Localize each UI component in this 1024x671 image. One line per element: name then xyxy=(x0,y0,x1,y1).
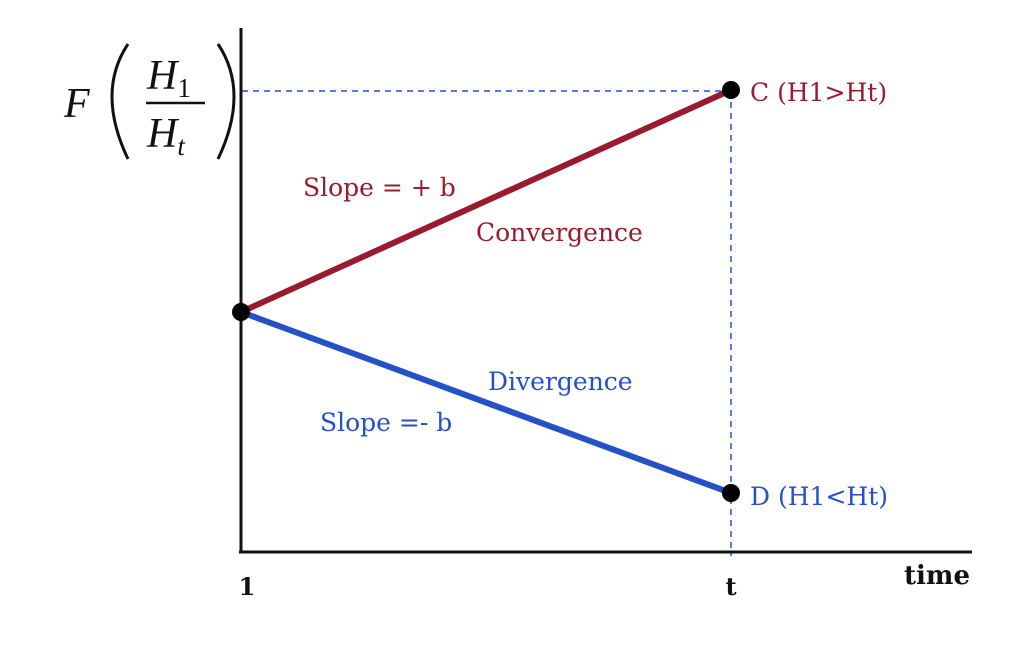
convergence-line xyxy=(239,87,733,315)
y-axis-label: F H1 Ht xyxy=(63,43,236,161)
x-axis-label: time xyxy=(904,561,970,591)
x-tick-1: 1 xyxy=(239,572,256,601)
divergence-line xyxy=(239,309,733,496)
y-label-numerator: H1 xyxy=(146,53,191,103)
point-d xyxy=(722,484,740,502)
y-label-denominator: Ht xyxy=(146,111,186,161)
y-label-function: F xyxy=(63,81,90,127)
convergence-name: Convergence xyxy=(476,218,643,247)
start-point xyxy=(232,303,250,321)
convergence-slope-label: Slope = + b xyxy=(303,173,456,202)
divergence-slope-label: Slope =- b xyxy=(320,408,452,437)
point-d-label: D (H1<Ht) xyxy=(750,482,888,511)
x-tick-t: t xyxy=(725,572,736,601)
left-paren-icon xyxy=(110,43,130,160)
point-c xyxy=(722,81,740,99)
right-paren-icon xyxy=(216,43,236,160)
point-c-label: C (H1>Ht) xyxy=(750,78,887,107)
divergence-name: Divergence xyxy=(488,367,633,396)
